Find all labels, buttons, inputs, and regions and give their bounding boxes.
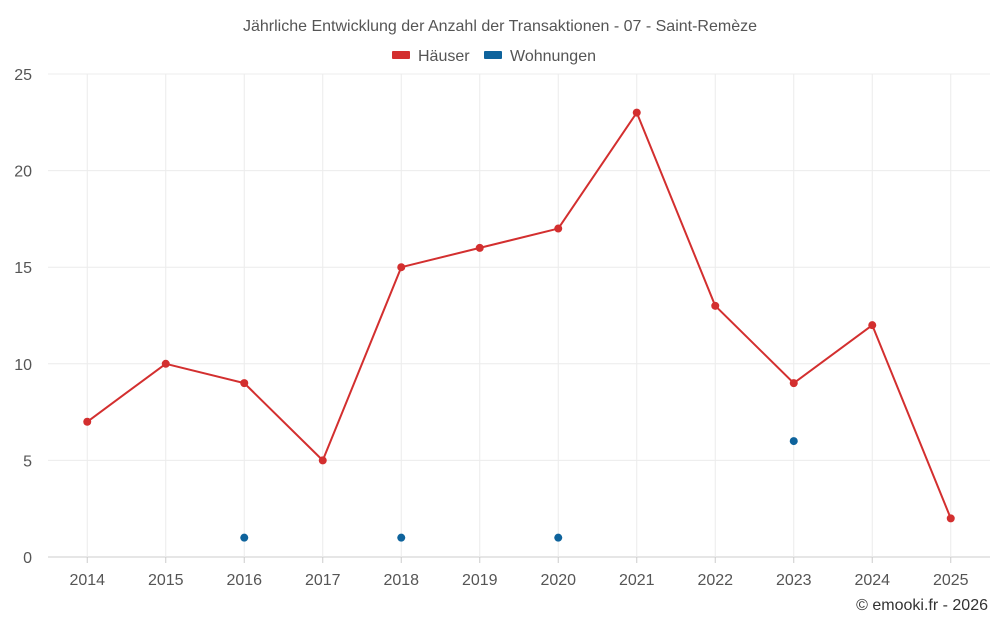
series-line [86, 111, 952, 519]
series-wohnungen [240, 437, 798, 542]
data-point[interactable] [318, 456, 327, 465]
legend-label-haeuser: Häuser [418, 48, 470, 65]
grid [48, 73, 990, 558]
data-point[interactable] [789, 379, 798, 388]
x-tick-label: 2020 [540, 572, 576, 589]
x-tick-label: 2022 [697, 572, 733, 589]
series-haeuser [83, 108, 955, 523]
data-point[interactable] [554, 224, 563, 233]
data-point[interactable] [240, 379, 249, 388]
x-tick-label: 2017 [305, 572, 341, 589]
x-tick-label: 2018 [383, 572, 419, 589]
y-tick-label: 10 [14, 357, 32, 374]
series [83, 108, 955, 542]
x-axis-ticks: 2014 2015 2016 2017 2018 2019 2020 2021 2022 2023… [69, 557, 969, 589]
data-point[interactable] [397, 263, 406, 272]
y-tick-label: 15 [14, 260, 32, 277]
legend: Häuser Wohnungen [392, 48, 596, 65]
y-tick-label: 5 [23, 453, 32, 470]
data-point[interactable] [240, 533, 249, 542]
x-tick-label: 2023 [776, 572, 812, 589]
x-tick-label: 2025 [933, 572, 969, 589]
legend-swatch-wohnungen [484, 51, 502, 59]
data-point[interactable] [475, 243, 484, 252]
y-tick-label: 0 [23, 550, 32, 567]
x-tick-label: 2015 [148, 572, 184, 589]
data-point[interactable] [83, 417, 92, 426]
data-point[interactable] [946, 514, 955, 523]
x-tick-label: 2024 [854, 572, 890, 589]
legend-item-haeuser[interactable]: Häuser [392, 48, 470, 65]
x-tick-label: 2021 [619, 572, 655, 589]
chart-title: Jährliche Entwicklung der Anzahl der Tra… [243, 18, 757, 35]
data-point[interactable] [554, 533, 563, 542]
x-tick-label: 2014 [69, 572, 105, 589]
data-point[interactable] [789, 437, 798, 446]
y-tick-label: 25 [14, 67, 32, 84]
data-point[interactable] [161, 359, 170, 368]
data-point[interactable] [632, 108, 641, 117]
credit-text: © emooki.fr - 2026 [856, 597, 988, 614]
legend-label-wohnungen: Wohnungen [510, 48, 596, 65]
data-point[interactable] [868, 321, 877, 330]
x-tick-label: 2016 [226, 572, 262, 589]
data-point[interactable] [711, 301, 720, 310]
y-axis-ticks: 0 5 10 15 20 25 [14, 67, 32, 567]
legend-swatch-haeuser [392, 51, 410, 59]
data-point[interactable] [397, 533, 406, 542]
legend-item-wohnungen[interactable]: Wohnungen [484, 48, 596, 65]
x-tick-label: 2019 [462, 572, 498, 589]
y-tick-label: 20 [14, 164, 32, 181]
